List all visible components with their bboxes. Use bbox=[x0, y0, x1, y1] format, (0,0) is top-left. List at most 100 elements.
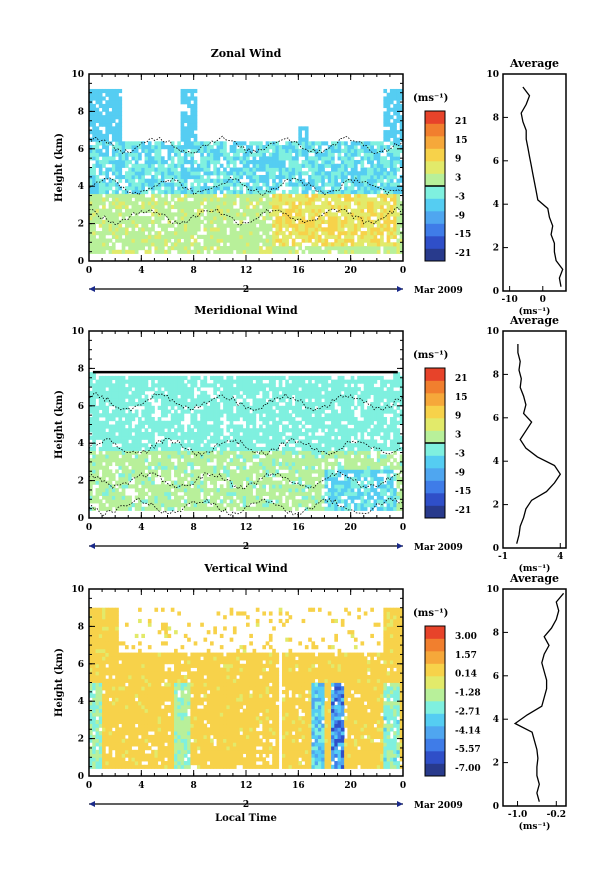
heatmap-cell bbox=[128, 473, 132, 478]
heatmap-cell bbox=[147, 503, 152, 508]
heatmap-cell bbox=[249, 431, 253, 437]
heatmap-cell bbox=[151, 469, 155, 474]
heatmap-cell bbox=[396, 227, 401, 232]
heatmap-cell bbox=[314, 249, 319, 254]
heatmap-cell bbox=[170, 189, 175, 195]
heatmap-cell bbox=[118, 212, 123, 217]
heatmap-cell bbox=[121, 242, 126, 247]
heatmap-cell bbox=[321, 186, 325, 191]
heatmap-cell bbox=[246, 145, 250, 150]
heatmap-cell bbox=[331, 506, 335, 511]
heatmap-cell bbox=[389, 189, 394, 195]
heatmap-cell bbox=[160, 227, 165, 232]
heatmap-cell bbox=[383, 212, 388, 217]
heatmap-cell bbox=[281, 167, 286, 172]
heatmap-cell bbox=[327, 227, 332, 232]
heatmap-cell bbox=[174, 484, 178, 489]
heatmap-cell bbox=[324, 390, 329, 395]
heatmap-cell bbox=[105, 148, 110, 153]
heatmap-cell bbox=[311, 446, 316, 452]
heatmap-cell bbox=[291, 145, 296, 150]
heatmap-cell bbox=[252, 484, 257, 489]
heatmap-cell bbox=[111, 428, 116, 433]
heatmap-cell bbox=[124, 160, 129, 165]
heatmap-cell bbox=[92, 242, 96, 247]
heatmap-cell bbox=[281, 387, 286, 392]
heatmap-cell bbox=[324, 193, 329, 198]
heatmap-cell bbox=[301, 461, 306, 467]
heatmap-cell bbox=[344, 223, 348, 228]
heatmap-cell bbox=[396, 92, 401, 97]
heatmap-cell bbox=[259, 428, 263, 433]
heatmap-cell bbox=[177, 499, 181, 504]
heatmap-cell bbox=[219, 458, 224, 463]
heatmap-cell bbox=[89, 223, 93, 228]
heatmap-cell bbox=[304, 454, 309, 459]
heatmap-cell bbox=[304, 491, 309, 496]
heatmap-cell bbox=[393, 167, 397, 172]
heatmap-cell bbox=[138, 193, 142, 198]
heatmap-cell bbox=[311, 197, 316, 202]
heatmap-cell bbox=[196, 428, 201, 433]
heatmap-cell bbox=[367, 141, 371, 146]
heatmap-cell bbox=[399, 148, 404, 153]
heatmap-cell bbox=[337, 152, 342, 157]
heatmap-cell bbox=[327, 394, 332, 399]
heatmap-cell bbox=[376, 152, 381, 157]
heatmap-cell bbox=[236, 413, 240, 418]
heatmap-cell bbox=[278, 450, 283, 455]
heatmap-cell bbox=[281, 152, 286, 157]
heatmap-cell bbox=[291, 431, 296, 437]
heatmap-cell bbox=[236, 390, 240, 395]
heatmap-cell bbox=[193, 402, 198, 407]
heatmap-cell bbox=[255, 402, 260, 407]
heatmap-cell bbox=[177, 238, 181, 243]
heatmap-cell bbox=[111, 92, 116, 97]
heatmap-cell bbox=[134, 461, 139, 467]
heatmap-cell bbox=[268, 212, 273, 217]
heatmap-cell bbox=[226, 387, 231, 392]
heatmap-cell bbox=[151, 204, 155, 210]
heatmap-cell bbox=[138, 208, 142, 213]
heatmap-cell bbox=[262, 242, 267, 247]
heatmap-cell bbox=[102, 115, 106, 120]
heatmap-cell bbox=[187, 454, 191, 459]
heatmap-cell bbox=[249, 405, 253, 410]
heatmap-cell bbox=[259, 156, 263, 161]
heatmap-cell bbox=[170, 461, 175, 467]
heatmap-cell bbox=[160, 182, 165, 187]
heatmap-cell bbox=[308, 473, 312, 478]
heatmap-cell bbox=[246, 394, 250, 399]
heatmap-cell bbox=[304, 506, 309, 511]
heatmap-cell bbox=[115, 469, 119, 474]
heatmap-cell bbox=[124, 227, 129, 232]
heatmap-cell bbox=[177, 182, 181, 187]
heatmap-cell bbox=[291, 488, 296, 493]
heatmap-cell bbox=[389, 163, 394, 168]
heatmap-cell bbox=[98, 387, 103, 392]
heatmap-cell bbox=[193, 174, 198, 180]
heatmap-cell bbox=[373, 231, 378, 236]
heatmap-cell bbox=[295, 160, 299, 165]
heatmap-cell bbox=[298, 428, 302, 433]
heatmap-cell bbox=[367, 227, 371, 232]
heatmap-cell bbox=[223, 216, 227, 221]
heatmap-cell bbox=[252, 167, 257, 172]
heatmap-cell bbox=[249, 439, 253, 444]
heatmap-cell bbox=[389, 249, 394, 254]
heatmap-cell bbox=[226, 186, 231, 191]
heatmap-cell bbox=[229, 394, 234, 399]
heatmap-cell bbox=[180, 171, 185, 176]
heatmap-cell bbox=[353, 189, 358, 195]
heatmap-cell bbox=[118, 383, 123, 388]
heatmap-cell bbox=[393, 118, 397, 124]
heatmap-cell bbox=[196, 387, 201, 392]
heatmap-cell bbox=[183, 454, 188, 459]
heatmap-cell bbox=[252, 465, 257, 470]
heatmap-cell bbox=[89, 495, 93, 500]
heatmap-cell bbox=[255, 491, 260, 496]
heatmap-cell bbox=[95, 219, 100, 224]
heatmap-cell bbox=[160, 469, 165, 474]
heatmap-cell bbox=[265, 446, 270, 452]
heatmap-cell bbox=[281, 238, 286, 243]
